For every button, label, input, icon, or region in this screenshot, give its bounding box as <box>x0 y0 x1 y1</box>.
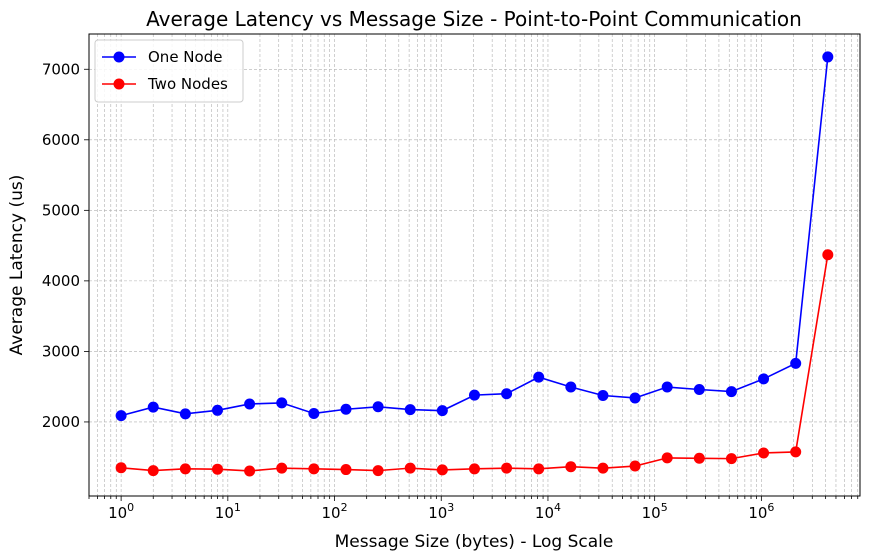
data-point-two-nodes <box>115 462 127 474</box>
data-point-one-node <box>436 405 448 417</box>
x-tick-label-exponent: 2 <box>341 501 348 514</box>
data-point-two-nodes <box>147 465 159 477</box>
data-point-two-nodes <box>340 464 352 476</box>
x-tick-label: 104 <box>535 501 561 522</box>
data-point-two-nodes <box>468 463 480 475</box>
x-tick-label: 103 <box>428 501 454 522</box>
series-line-two-nodes <box>121 254 829 472</box>
y-tick-label: 5000 <box>42 201 80 219</box>
x-tick-label: 106 <box>748 501 774 522</box>
data-point-one-node <box>308 407 320 419</box>
data-point-one-node <box>790 357 802 369</box>
data-point-one-node <box>211 404 223 416</box>
data-point-one-node <box>115 410 127 422</box>
data-point-one-node <box>597 389 609 401</box>
y-tick-label: 7000 <box>42 60 80 78</box>
data-point-two-nodes <box>693 452 705 464</box>
data-point-one-node <box>758 373 770 385</box>
data-point-one-node <box>565 381 577 393</box>
x-tick-label-exponent: 0 <box>127 501 134 514</box>
x-tick-label: 101 <box>215 501 241 522</box>
legend-label-one-node: One Node <box>148 48 222 66</box>
chart-title: Average Latency vs Message Size - Point-… <box>146 7 802 31</box>
x-tick-label-base: 10 <box>428 504 447 522</box>
data-point-two-nodes <box>790 446 802 458</box>
x-axis-label: Message Size (bytes) - Log Scale <box>335 532 614 552</box>
y-tick-label: 2000 <box>42 413 80 431</box>
data-point-two-nodes <box>276 462 288 474</box>
data-point-one-node <box>147 401 159 413</box>
data-point-two-nodes <box>661 452 673 464</box>
legend-marker-one-node <box>113 51 125 63</box>
legend-label-two-nodes: Two Nodes <box>147 75 228 93</box>
data-point-two-nodes <box>822 249 834 261</box>
data-point-two-nodes <box>533 463 545 475</box>
legend: One Node Two Nodes <box>94 39 244 103</box>
x-tick-label-exponent: 3 <box>447 501 454 514</box>
data-point-one-node <box>404 404 416 416</box>
data-point-one-node <box>629 392 641 404</box>
series-line-one-node <box>120 56 829 417</box>
y-tick-label: 3000 <box>42 342 80 360</box>
y-axis-label: Average Latency (us) <box>7 175 27 356</box>
x-tick-label-base: 10 <box>321 504 340 522</box>
x-tick-label: 100 <box>108 501 134 522</box>
data-point-two-nodes <box>308 463 320 475</box>
data-point-two-nodes <box>211 463 223 475</box>
data-point-one-node <box>276 397 288 409</box>
x-tick-label-exponent: 4 <box>554 501 561 514</box>
x-tick-label: 102 <box>321 501 347 522</box>
data-point-one-node <box>533 371 545 383</box>
data-point-two-nodes <box>179 463 191 475</box>
x-tick-label-exponent: 1 <box>234 501 241 514</box>
x-tick-label-base: 10 <box>748 504 767 522</box>
data-point-two-nodes <box>244 465 256 477</box>
data-point-two-nodes <box>436 464 448 476</box>
x-tick-label-exponent: 6 <box>767 501 774 514</box>
data-point-one-node <box>693 383 705 395</box>
data-point-two-nodes <box>501 462 513 474</box>
x-tick-label-base: 10 <box>535 504 554 522</box>
data-point-two-nodes <box>404 462 416 474</box>
x-tick-label-base: 10 <box>215 504 234 522</box>
plot-frame <box>88 33 861 497</box>
grid-lines <box>88 34 860 496</box>
legend-box <box>94 39 244 103</box>
legend-marker-two-nodes <box>113 78 125 90</box>
data-point-two-nodes <box>629 460 641 472</box>
data-point-two-nodes <box>725 453 737 465</box>
data-point-one-node <box>468 389 480 401</box>
data-point-one-node <box>372 401 384 413</box>
data-point-one-node <box>501 388 513 400</box>
x-tick-label: 105 <box>642 501 668 522</box>
data-point-one-node <box>822 51 834 63</box>
data-point-one-node <box>179 408 191 420</box>
data-point-two-nodes <box>372 465 384 477</box>
data-point-one-node <box>661 381 673 393</box>
data-point-two-nodes <box>597 462 609 474</box>
x-tick-label-exponent: 5 <box>661 501 668 514</box>
x-tick-label-base: 10 <box>642 504 661 522</box>
y-tick-label: 4000 <box>42 272 80 290</box>
data-point-one-node <box>244 398 256 410</box>
y-tick-label: 6000 <box>42 131 80 149</box>
axis-ticks: 100 101 102 103 104 105 1062000300040005000600… <box>42 60 859 522</box>
data-point-one-node <box>340 403 352 415</box>
data-point-two-nodes <box>758 447 770 459</box>
data-point-two-nodes <box>565 461 577 473</box>
x-tick-label-base: 10 <box>108 504 127 522</box>
data-point-one-node <box>725 386 737 398</box>
series-lines <box>115 51 834 477</box>
